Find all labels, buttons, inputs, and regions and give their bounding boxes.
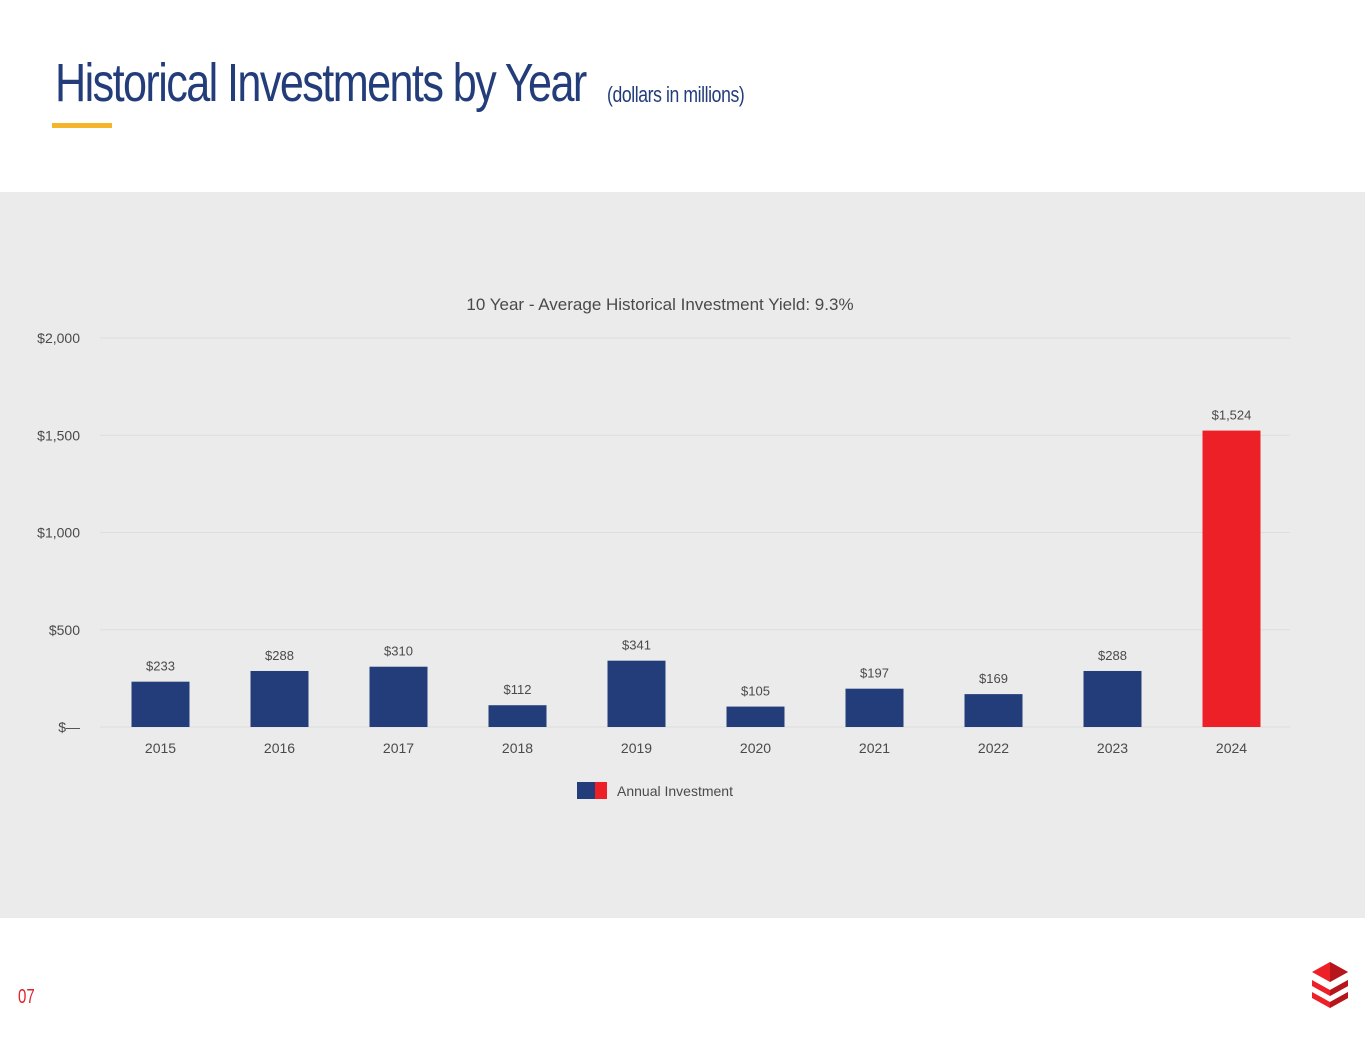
bar-2018	[488, 705, 547, 727]
x-tick-label: 2020	[740, 740, 771, 756]
page-title: Historical Investments by Year (dollars …	[55, 52, 745, 114]
title-accent-bar	[52, 123, 112, 128]
data-label-2017: $310	[384, 644, 413, 659]
x-tick-label: 2023	[1097, 740, 1128, 756]
x-axis-ticks: 2015 2016 2017 2018 2019 2020 2021 2022 2023 2024	[145, 740, 1247, 756]
bar-2020	[726, 706, 785, 727]
chart-gridlines	[100, 337, 1290, 728]
legend-swatch-highlight	[595, 782, 607, 799]
data-label-2021: $197	[860, 666, 889, 681]
bar-2015	[131, 681, 190, 727]
data-label-2016: $288	[265, 648, 294, 663]
data-label-2024: $1,524	[1212, 408, 1252, 423]
y-tick-label: $500	[49, 622, 80, 638]
bar-2019	[607, 660, 666, 727]
x-tick-label: 2021	[859, 740, 890, 756]
x-tick-label: 2022	[978, 740, 1009, 756]
investment-bar-chart: 10 Year - Average Historical Investment …	[37, 295, 1290, 799]
chart-title: 10 Year - Average Historical Investment …	[466, 295, 853, 314]
page-title-text: Historical Investments by Year	[55, 53, 587, 113]
chart-legend: Annual Investment	[577, 782, 733, 799]
page-subtitle: (dollars in millions)	[607, 82, 745, 107]
y-axis-ticks: $— $500 $1,000 $1,500 $2,000	[37, 330, 80, 735]
x-tick-label: 2015	[145, 740, 176, 756]
y-tick-label: $1,500	[37, 427, 80, 443]
legend-label: Annual Investment	[617, 783, 733, 799]
x-tick-label: 2024	[1216, 740, 1247, 756]
bar-2024	[1202, 430, 1261, 727]
chart-bars	[131, 430, 1261, 727]
chart-panel: 10 Year - Average Historical Investment …	[0, 192, 1365, 918]
y-tick-label: $1,000	[37, 525, 80, 541]
data-label-2018: $112	[504, 682, 532, 697]
bar-2017	[369, 666, 428, 727]
x-tick-label: 2016	[264, 740, 295, 756]
x-tick-label: 2019	[621, 740, 652, 756]
chart-data-labels: $233 $288 $310 $112 $341 $105 $197 $169 $288 $1,5…	[146, 408, 1251, 699]
stacked-chevron-logo-icon	[1312, 962, 1348, 1008]
data-label-2022: $169	[979, 671, 1008, 686]
y-tick-label: $2,000	[37, 330, 80, 346]
x-tick-label: 2018	[502, 740, 533, 756]
bar-2022	[964, 694, 1023, 727]
bar-2023	[1083, 670, 1142, 727]
bar-2021	[845, 688, 904, 727]
page-number: 07	[18, 986, 35, 1008]
data-label-2019: $341	[622, 638, 651, 653]
bar-2016	[250, 670, 309, 727]
data-label-2015: $233	[146, 659, 175, 674]
data-label-2020: $105	[741, 684, 770, 699]
x-tick-label: 2017	[383, 740, 414, 756]
data-label-2023: $288	[1098, 648, 1127, 663]
y-tick-label: $—	[58, 719, 80, 735]
legend-swatch-primary	[577, 782, 595, 799]
